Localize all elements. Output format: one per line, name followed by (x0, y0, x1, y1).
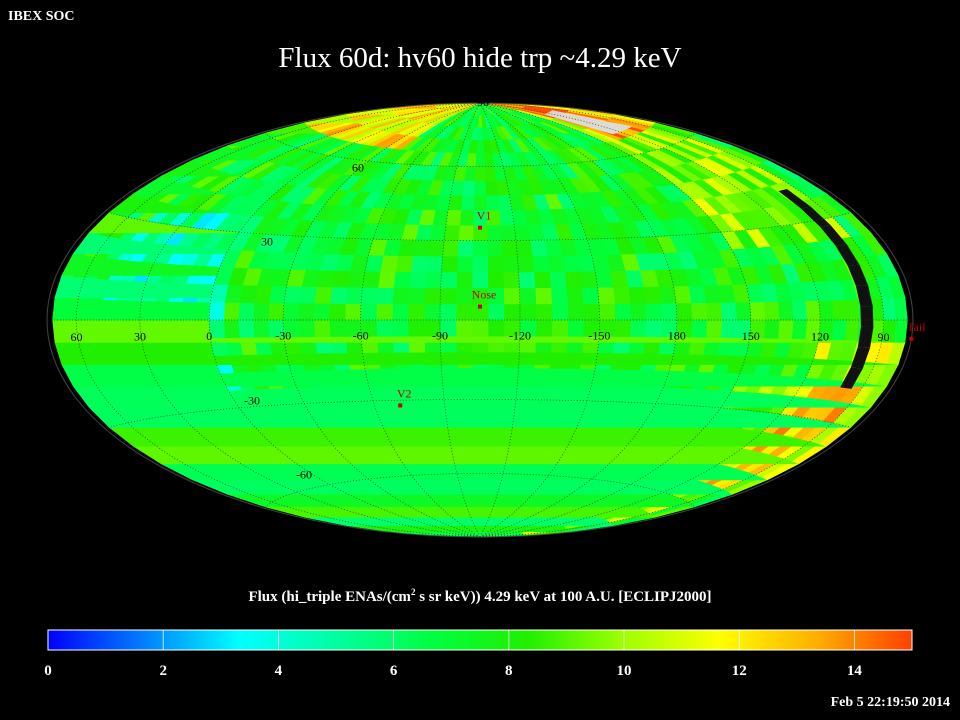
no-data-pixel (550, 110, 633, 129)
parallel-line (264, 473, 697, 509)
colorbar-ticks: 0 2 4 6 8 10 12 14 (44, 630, 862, 679)
no-data-pixel (544, 113, 618, 135)
no-data-pixel (549, 111, 630, 130)
marker-dot (478, 304, 482, 309)
longitude-label: 0 (206, 329, 212, 343)
marker-dot (478, 225, 482, 230)
latitude-label: 60 (352, 161, 364, 175)
longitude-label: -150 (588, 328, 610, 342)
map-outline (46, 102, 914, 538)
colorbar-tick-label: 2 (159, 663, 167, 679)
latitude-label: -30 (244, 393, 260, 407)
marker-dot (909, 336, 914, 341)
masked-pixel (855, 285, 873, 307)
map-markers: V1 Nose V2 Tail (397, 209, 926, 408)
latitude-label: -60 (296, 467, 312, 481)
longitude-label: -30 (275, 329, 291, 343)
latitude-label: 90 (477, 95, 489, 109)
longitude-label: -120 (509, 328, 531, 342)
masked-pixel (801, 206, 831, 227)
colorbar-title-sup: 2 (410, 587, 416, 597)
colorbar-title-prefix: Flux (hi_triple ENAs/(cm (248, 589, 411, 605)
colorbar-gradient (47, 629, 913, 651)
longitude-label: 150 (742, 329, 760, 343)
no-data-pixel (546, 112, 622, 133)
masked-pixel (820, 225, 847, 247)
map-title: Flux 60d: hv60 hide trp ~4.29 keV (278, 42, 682, 74)
colorbar-tick-label: 0 (44, 663, 52, 679)
graticule-labels: 60 30 0 -30 -60 -90 -120 -150 180 150 120 90 90 60 30 -… (70, 95, 889, 547)
masked-pixel (857, 326, 874, 348)
marker-label-v1: V1 (477, 209, 492, 223)
colorbar: 0 2 4 6 8 10 12 14 (44, 629, 913, 679)
meridian-line (479, 103, 885, 537)
colorbar-tick-label: 8 (505, 663, 513, 679)
flux-pixel-grid (52, 103, 908, 537)
colorbar-tick-label: 12 (732, 663, 747, 679)
marker-label-tail: Tail (907, 320, 926, 334)
colorbar-tick-label: 6 (390, 663, 398, 679)
meridian-line (479, 103, 752, 537)
longitude-label: 120 (811, 329, 829, 343)
longitude-label: 60 (70, 330, 82, 344)
sky-map: 60 30 0 -30 -60 -90 -120 -150 180 150 120 90 90 60 30 -… (46, 95, 927, 547)
longitude-label: 180 (668, 329, 686, 343)
graticule (52, 103, 913, 537)
longitude-label: 90 (878, 330, 890, 344)
marker-dot (398, 403, 403, 408)
masked-pixel (840, 367, 863, 389)
meridian-line (139, 103, 481, 537)
masked-pixel (835, 244, 860, 266)
meridian-line (439, 103, 481, 537)
colorbar-title-suffix: s sr keV)) 4.29 keV at 100 A.U. [ECLIPJ2… (415, 589, 712, 605)
colorbar-tick-label: 10 (617, 663, 632, 679)
longitude-label: -90 (432, 328, 448, 342)
marker-label-nose: Nose (472, 288, 497, 302)
masked-pixel (860, 306, 874, 327)
meridian-line (75, 103, 481, 537)
latitude-label: 30 (261, 235, 273, 249)
masked-pixel (847, 264, 869, 286)
marker-label-v2: V2 (397, 386, 412, 400)
masked-pixel (850, 347, 871, 369)
colorbar-tick-label: 4 (275, 663, 283, 679)
colorbar-title: Flux (hi_triple ENAs/(cm2 s sr keV)) 4.2… (0, 587, 960, 606)
colorbar-tick-label: 14 (847, 663, 863, 679)
corner-label: IBEX SOC (8, 9, 75, 24)
meridian-line (479, 103, 678, 537)
timestamp: Feb 5 22:19:50 2014 (830, 695, 950, 710)
longitude-label: 30 (134, 329, 146, 343)
parallel-line (264, 131, 697, 167)
masked-pixel (778, 188, 811, 209)
longitude-label: -60 (353, 328, 369, 342)
no-data-pixel (547, 111, 626, 132)
latitude-label: -90 (386, 533, 402, 547)
meridian-line (479, 103, 521, 537)
